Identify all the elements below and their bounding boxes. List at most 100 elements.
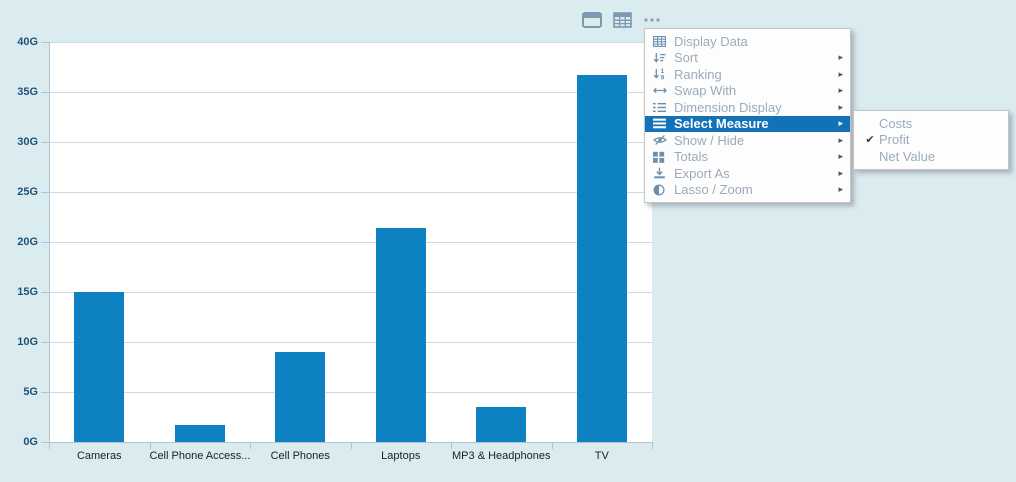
bar-cell-phones[interactable] [275,352,326,442]
menu-item-label: Show / Hide [674,132,745,148]
menu-item-dimension-display[interactable]: Dimension Display ▸ [645,99,850,116]
chart-toolbar [581,10,663,30]
export-icon [653,167,668,179]
dimension-display-icon [653,102,668,113]
submenu-arrow-icon: ▸ [838,101,843,112]
x-axis-tick [451,443,452,449]
menu-item-label: Display Data [674,33,748,49]
gridline [49,292,652,293]
submenu-arrow-icon: ▸ [838,151,843,162]
y-axis-label: 20G [17,236,38,248]
context-menu: Display Data Sort ▸ 1 9 Ranking ▸ Swap With ▸ Dim… [644,28,851,203]
y-axis-label: 25G [17,186,38,198]
svg-text:9: 9 [661,75,665,80]
x-axis-label: MP3 & Headphones [452,450,551,462]
submenu-item-net-value[interactable]: Net Value [854,148,1008,165]
y-axis-label: 0G [23,436,38,448]
x-axis-tick [652,443,653,449]
submenu-arrow-icon: ▸ [838,167,843,178]
more-options-icon[interactable] [641,10,663,30]
menu-item-label: Totals [674,149,708,165]
y-axis-tick [41,392,49,393]
sort-icon [653,52,668,64]
x-axis-tick [350,443,352,449]
menu-item-label: Swap With [674,83,737,99]
x-axis-label: Laptops [381,450,421,462]
submenu-item-label: Profit [879,132,910,148]
submenu-arrow-icon: ▸ [838,52,843,63]
checkmark-icon: ✔ [865,134,875,147]
gridline [49,242,652,243]
y-axis-label: 10G [17,336,38,348]
submenu-arrow-icon: ▸ [838,184,843,195]
gridline [49,142,652,143]
menu-item-ranking[interactable]: 1 9 Ranking ▸ [645,66,850,83]
menu-item-show-hide[interactable]: Show / Hide ▸ [645,132,850,149]
gridline [49,192,652,193]
y-axis-line [49,42,50,449]
gridline [49,42,652,43]
submenu-arrow-icon: ▸ [838,68,843,79]
menu-item-lasso-zoom[interactable]: Lasso / Zoom ▸ [645,182,850,199]
menu-item-label: Select Measure [674,116,769,132]
menu-item-display-data[interactable]: Display Data [645,33,850,50]
bar-tv[interactable] [576,75,627,442]
bar-laptops[interactable] [375,228,426,442]
submenu-item-label: Net Value [879,148,936,164]
menu-item-label: Sort [674,50,698,66]
y-axis-tick [41,342,49,343]
y-axis-tick [41,192,49,193]
swap-icon [653,85,668,96]
gridline [49,392,652,393]
y-axis-label: 5G [23,386,38,398]
x-axis-line [49,442,653,443]
y-axis-tick [41,92,49,93]
menu-item-label: Dimension Display [674,99,782,115]
menu-item-label: Ranking [674,66,722,82]
submenu-item-profit[interactable]: ✔ Profit [854,132,1008,149]
y-axis-tick [41,292,49,293]
measure-icon [653,118,668,129]
y-axis-tick [41,42,49,43]
menu-item-export-as[interactable]: Export As ▸ [645,165,850,182]
y-axis-label: 35G [17,86,38,98]
x-axis-tick [250,443,251,449]
menu-item-label: Export As [674,165,730,181]
submenu-item-costs[interactable]: Costs [854,115,1008,132]
svg-text:1: 1 [661,68,665,75]
menu-item-swap-with[interactable]: Swap With ▸ [645,83,850,100]
menu-item-totals[interactable]: Totals ▸ [645,149,850,166]
menu-item-sort[interactable]: Sort ▸ [645,50,850,67]
totals-icon [653,151,668,163]
x-axis-label: TV [594,450,609,462]
select-measure-submenu: Costs ✔ Profit Net Value [853,110,1009,170]
x-axis-tick [551,443,553,449]
menu-item-label: Lasso / Zoom [674,182,753,198]
show-hide-icon [653,134,668,146]
x-axis-tick [149,443,151,449]
x-axis-label: Cell Phones [270,450,330,462]
gridline [49,342,652,343]
y-axis-label: 40G [17,36,38,48]
bar-cameras[interactable] [74,292,125,442]
table-view-icon[interactable] [611,10,633,30]
table-icon [653,35,668,47]
submenu-arrow-icon: ▸ [838,85,843,96]
bar-cell-phone-access[interactable] [174,425,225,442]
x-axis-label: Cameras [76,450,122,462]
chart-view-icon[interactable] [581,10,603,30]
menu-item-select-measure[interactable]: Select Measure ▸ [645,115,850,132]
y-axis-tick [41,142,49,143]
gridline [49,92,652,93]
submenu-arrow-icon: ▸ [838,134,843,145]
y-axis-tick [41,442,49,443]
y-axis-label: 30G [17,136,38,148]
y-axis-label: 15G [17,286,38,298]
y-axis-tick [41,242,49,243]
submenu-item-label: Costs [879,115,913,131]
x-axis-label: Cell Phone Access... [149,450,251,462]
submenu-arrow-icon: ▸ [838,118,843,129]
bar-mp3-headphones[interactable] [476,407,527,442]
